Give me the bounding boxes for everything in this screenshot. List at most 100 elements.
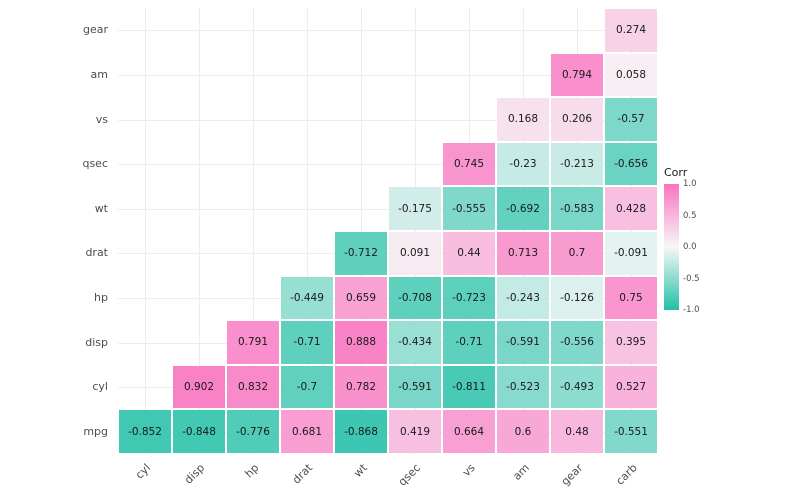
heatmap-cell: -0.776 <box>227 410 279 453</box>
heatmap-cell: 0.745 <box>443 142 495 186</box>
y-axis-label: qsec <box>82 157 108 171</box>
legend-tick-label: 0.0 <box>683 242 697 252</box>
gridline <box>118 253 658 255</box>
heatmap-cell: 0.713 <box>497 232 549 275</box>
heatmap-cell: -0.23 <box>497 142 549 186</box>
legend-gradient-bar <box>664 184 679 310</box>
heatmap-cell: 0.6 <box>497 410 549 453</box>
gridline <box>145 8 146 454</box>
gridline <box>118 119 658 121</box>
x-axis-label: wt <box>350 461 370 480</box>
heatmap-cell: 0.75 <box>605 276 657 320</box>
heatmap-cell: -0.852 <box>119 410 171 453</box>
heatmap-cell: -0.708 <box>389 276 441 320</box>
heatmap-cell: 0.7 <box>551 232 603 275</box>
heatmap-cell: 0.206 <box>551 98 603 141</box>
heatmap-cell: 0.902 <box>173 365 225 409</box>
y-axis-label: gear <box>82 23 108 37</box>
heatmap-cell: -0.848 <box>173 410 225 453</box>
heatmap-cell: -0.71 <box>281 321 333 364</box>
heatmap-cell: -0.57 <box>605 98 657 141</box>
heatmap-panel: 0.274 0.794 0.058 0.168 0.206 -0.57 0.745 -0.23… <box>118 8 658 454</box>
heatmap-cell: -0.175 <box>389 187 441 230</box>
heatmap-cell: -0.7 <box>281 365 333 409</box>
y-axis-label: am <box>90 67 108 81</box>
x-axis-label: vs <box>459 461 478 480</box>
heatmap-cell: 0.274 <box>605 9 657 52</box>
gridline <box>118 30 658 32</box>
heatmap-cell: -0.712 <box>335 232 387 275</box>
heatmap-cell: -0.556 <box>551 321 603 364</box>
heatmap-cell: -0.523 <box>497 365 549 409</box>
heatmap-cell: 0.168 <box>497 98 549 141</box>
heatmap-cell: -0.591 <box>497 321 549 364</box>
gridline <box>118 342 658 344</box>
gridline <box>118 387 658 389</box>
gridline <box>118 74 658 76</box>
heatmap-cell: 0.659 <box>335 276 387 320</box>
x-axis-label: hp <box>242 461 262 481</box>
x-axis-label: qsec <box>396 461 424 489</box>
heatmap-cell: 0.664 <box>443 410 495 453</box>
heatmap-cell: 0.527 <box>605 365 657 409</box>
heatmap-cell: 0.058 <box>605 53 657 97</box>
x-axis-label: disp <box>182 461 208 487</box>
heatmap-cell: -0.811 <box>443 365 495 409</box>
x-axis-label: carb <box>613 461 640 488</box>
gridline <box>118 297 658 299</box>
x-axis-label: am <box>509 461 532 483</box>
heatmap-cell: -0.551 <box>605 410 657 453</box>
heatmap-cell: -0.243 <box>497 276 549 320</box>
heatmap-cell: 0.888 <box>335 321 387 364</box>
heatmap-cell: -0.126 <box>551 276 603 320</box>
heatmap-cell: 0.681 <box>281 410 333 453</box>
heatmap-cell: 0.782 <box>335 365 387 409</box>
y-axis-label: cyl <box>92 380 108 394</box>
heatmap-cell: -0.493 <box>551 365 603 409</box>
heatmap-cell: -0.692 <box>497 187 549 230</box>
heatmap-cell: -0.71 <box>443 321 495 364</box>
legend-tick-label: -0.5 <box>683 273 700 284</box>
heatmap-cell: 0.794 <box>551 53 603 97</box>
gridline <box>523 8 524 454</box>
gridline <box>118 431 658 433</box>
gridline <box>577 8 578 454</box>
gridline <box>253 8 254 454</box>
x-axis-label: drat <box>290 461 316 487</box>
heatmap-cell: -0.868 <box>335 410 387 453</box>
y-axis-label: wt <box>94 201 108 215</box>
gridline <box>118 208 658 210</box>
x-axis-label: gear <box>558 461 586 489</box>
heatmap-cell: 0.832 <box>227 365 279 409</box>
heatmap-cell: -0.555 <box>443 187 495 230</box>
legend-title: Corr <box>664 166 688 179</box>
gridline <box>199 8 200 454</box>
y-axis-label: hp <box>94 290 108 304</box>
heatmap-cell: 0.395 <box>605 321 657 364</box>
gridline <box>631 8 632 454</box>
heatmap-cell: 0.419 <box>389 410 441 453</box>
y-axis-label: disp <box>85 335 108 349</box>
heatmap-cell: -0.449 <box>281 276 333 320</box>
heatmap-cell: -0.591 <box>389 365 441 409</box>
y-axis-label: drat <box>85 246 108 260</box>
gridline <box>469 8 470 454</box>
heatmap-cell: -0.723 <box>443 276 495 320</box>
y-axis-label: vs <box>95 112 108 126</box>
gridline <box>118 164 658 166</box>
gridline <box>415 8 416 454</box>
heatmap-cell: -0.434 <box>389 321 441 364</box>
heatmap-cell: -0.583 <box>551 187 603 230</box>
heatmap-cell: 0.48 <box>551 410 603 453</box>
heatmap-cell: -0.656 <box>605 142 657 186</box>
gridline <box>361 8 362 454</box>
x-axis-label: cyl <box>133 461 154 482</box>
heatmap-cell: -0.091 <box>605 232 657 275</box>
gridline <box>307 8 308 454</box>
legend-tick-label: 0.5 <box>683 210 697 221</box>
heatmap-cell: 0.428 <box>605 187 657 230</box>
y-axis-label: mpg <box>83 424 108 438</box>
heatmap-cell: 0.44 <box>443 232 495 275</box>
legend-tick-label: 1.0 <box>683 179 697 189</box>
